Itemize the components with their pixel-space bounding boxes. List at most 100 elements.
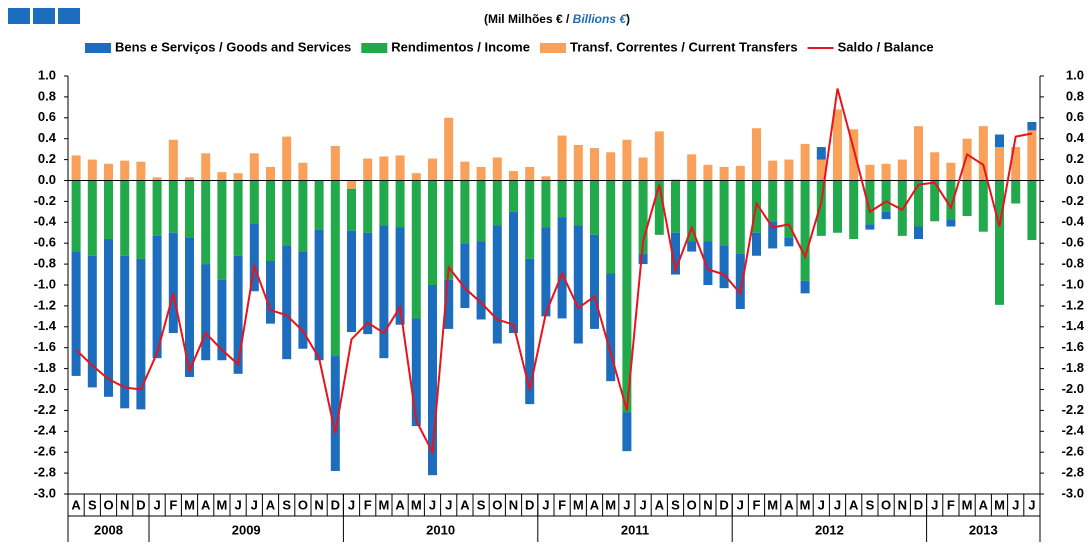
x-tick-label: J <box>834 497 841 512</box>
bar-segment <box>557 180 567 218</box>
y-tick-label: -0.4 <box>34 214 57 229</box>
bar-segment <box>71 251 81 376</box>
bar-segment <box>120 180 130 256</box>
y-tick-label: -2.6 <box>34 444 56 459</box>
bar-segment <box>104 163 113 181</box>
x-tick-label: M <box>184 497 195 512</box>
logo-block <box>8 8 30 24</box>
bar-segment <box>914 180 923 227</box>
bar-segment <box>962 180 972 217</box>
bar-segment <box>233 173 243 181</box>
y2-tick-label: -0.6 <box>1062 235 1084 250</box>
bar-segment <box>152 180 162 236</box>
y2-tick-label: 1.0 <box>1066 67 1084 82</box>
bar-segment <box>71 180 81 252</box>
x-tick-label: J <box>1028 497 1035 512</box>
bar-segment <box>752 232 761 256</box>
y-tick-label: -1.0 <box>34 276 56 291</box>
x-tick-label: N <box>703 497 712 512</box>
bar-segment <box>282 136 292 181</box>
logo-block <box>33 8 55 24</box>
bar-segment <box>347 230 356 333</box>
y2-tick-label: 0.4 <box>1066 130 1085 145</box>
bar-segment <box>833 180 842 233</box>
x-tick-label: M <box>800 497 811 512</box>
bar-segment <box>930 152 940 181</box>
y2-tick-label: -0.8 <box>1062 256 1084 271</box>
subtitle-end: ) <box>626 12 630 26</box>
logo-block <box>58 8 80 24</box>
bar-segment <box>411 180 421 319</box>
y2-tick-label: -2.0 <box>1062 381 1084 396</box>
bar-segment <box>71 155 81 181</box>
bar-segment <box>395 227 405 325</box>
bar-segment <box>492 157 502 181</box>
bar-segment <box>784 159 794 181</box>
bar-segment <box>1027 121 1037 131</box>
bar-segment <box>168 139 178 181</box>
x-tick-label: A <box>849 497 859 512</box>
x-tick-label: M <box>216 497 227 512</box>
x-tick-label: J <box>429 497 436 512</box>
x-tick-label: J <box>1012 497 1019 512</box>
bar-segment <box>233 180 243 256</box>
y2-tick-label: -0.2 <box>1062 193 1084 208</box>
bar-segment <box>395 155 405 181</box>
legend-label: Transf. Correntes / Current Transfers <box>570 39 798 54</box>
year-label: 2010 <box>426 522 455 537</box>
bar-segment <box>654 131 664 181</box>
x-tick-label: F <box>753 497 761 512</box>
y2-tick-label: 0.0 <box>1066 172 1084 187</box>
bar-segment <box>735 253 745 310</box>
bar-segment <box>330 146 340 181</box>
x-tick-label: M <box>605 497 616 512</box>
bar-segment <box>978 126 988 181</box>
bar-segment <box>201 180 211 265</box>
bar-segment <box>168 180 178 233</box>
y2-tick-label: -1.0 <box>1062 276 1084 291</box>
bar-segment <box>865 180 875 225</box>
x-tick-label: M <box>411 497 422 512</box>
bar-segment <box>1011 147 1021 181</box>
bar-segment <box>379 156 389 181</box>
bar-segment <box>428 180 437 285</box>
bar-segment <box>897 159 907 181</box>
x-tick-label: M <box>573 497 584 512</box>
x-tick-label: J <box>623 497 630 512</box>
bar-segment <box>881 180 891 212</box>
x-tick-label: D <box>914 497 923 512</box>
bar-segment <box>379 180 389 226</box>
bar-segment <box>881 163 891 181</box>
bar-segment <box>509 211 518 334</box>
bar-segment <box>719 180 729 246</box>
x-tick-label: N <box>509 497 518 512</box>
x-tick-label: M <box>378 497 389 512</box>
bar-segment <box>703 164 713 181</box>
legend-swatch <box>361 43 388 53</box>
bar-segment <box>201 153 211 181</box>
bar-segment <box>638 253 648 265</box>
y-tick-label: -1.4 <box>34 318 57 333</box>
y2-tick-label: -2.8 <box>1062 465 1084 480</box>
bar-segment <box>217 279 227 361</box>
bar-segment <box>428 158 437 181</box>
bar-segment <box>330 356 340 472</box>
legend-label: Saldo / Balance <box>838 39 934 54</box>
bar-segment <box>282 245 292 360</box>
bar-segment <box>719 245 729 289</box>
y-tick-label: -2.4 <box>34 423 57 438</box>
bar-segment <box>87 255 97 388</box>
bar-segment <box>444 180 454 280</box>
x-tick-label: A <box>590 497 600 512</box>
y-tick-label: 0.6 <box>38 109 56 124</box>
y2-tick-label: -2.4 <box>1062 423 1085 438</box>
bar-segment <box>784 237 794 247</box>
bar-segment <box>590 234 599 329</box>
bar-segment <box>476 180 486 242</box>
bar-segment <box>460 243 470 308</box>
bar-segment <box>476 166 486 181</box>
bar-segment <box>379 225 389 359</box>
bar-segment <box>492 180 502 226</box>
bar-segment <box>573 225 583 344</box>
